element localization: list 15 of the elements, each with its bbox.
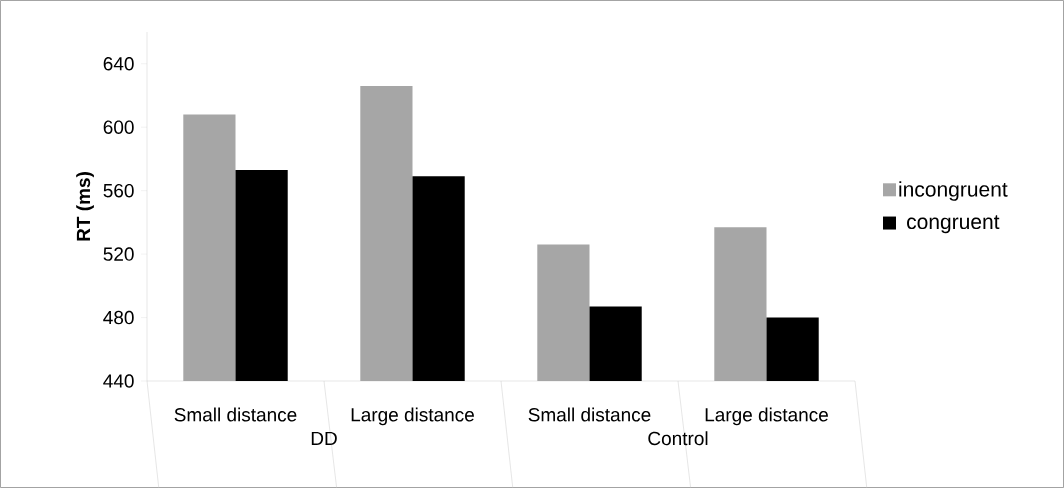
y-tick-label: 600 (103, 120, 134, 134)
legend-label: incongruent (899, 181, 1008, 201)
text: Control (648, 431, 708, 446)
text: DD (311, 431, 337, 446)
x-tick-label: Large distance (351, 407, 474, 426)
x-tick-label: Small distance (528, 407, 651, 422)
y-axis-title: RT (ms) (76, 172, 94, 241)
y-tick-label: 440 (103, 374, 134, 388)
y-tick-label: 560 (103, 183, 134, 198)
legend-label: congruent (907, 215, 1000, 234)
x-tick-label: Large distance (705, 407, 828, 426)
x-tick-label: Small distance (174, 407, 297, 422)
y-tick-label: 520 (103, 247, 134, 261)
y-tick-label: 480 (103, 310, 134, 325)
y-tick-label: 640 (103, 57, 134, 71)
